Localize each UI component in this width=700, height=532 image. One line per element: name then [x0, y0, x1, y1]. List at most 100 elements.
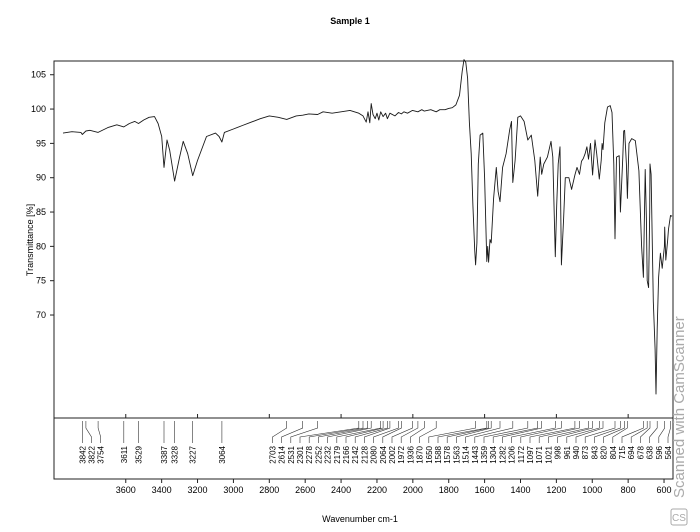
peak-label: 1514 [462, 445, 471, 463]
peak-leader-line [667, 421, 671, 443]
peak-leader-line [299, 421, 360, 443]
peak-leader-line [658, 421, 666, 443]
peak-leader-line [354, 421, 388, 443]
x-tick-label: 2400 [331, 485, 351, 495]
peak-label: 1359 [480, 445, 489, 463]
peak-label: 1097 [526, 445, 535, 463]
peak-leader-line [428, 421, 476, 443]
peak-label: 820 [600, 445, 609, 459]
peak-leader-line [446, 421, 489, 443]
x-tick-label: 3400 [152, 485, 172, 495]
peak-label-frame [53, 417, 674, 480]
y-axis-label: Transmittance [%] [25, 204, 35, 276]
peak-label: 1172 [517, 445, 526, 463]
peak-leader-line [456, 421, 492, 443]
peak-leader-line [364, 421, 391, 443]
x-tick-label: 3600 [116, 485, 136, 495]
peak-label: 1870 [416, 445, 425, 463]
x-tick-label: 1600 [475, 485, 495, 495]
peak-label: 2002 [388, 445, 397, 463]
peak-leader-line [465, 421, 501, 443]
peak-leader-line [594, 421, 621, 443]
peak-label: 843 [590, 445, 599, 459]
peak-label: 2064 [379, 445, 388, 463]
peak-leader-line [97, 421, 101, 443]
peak-leader-line [538, 421, 580, 443]
peak-leader-line [520, 421, 562, 443]
peak-leader-line [649, 421, 658, 443]
peak-label: 715 [618, 445, 627, 459]
x-tick-label: 2000 [403, 485, 423, 495]
peak-leader-line [575, 421, 604, 443]
chart-title: Sample 1 [330, 16, 370, 26]
camscanner-logo: CS [670, 508, 688, 526]
peak-leader-line [336, 421, 382, 443]
peak-label: 2128 [360, 445, 369, 463]
peak-label: 1206 [508, 445, 517, 463]
y-tick-label: 90 [36, 173, 46, 183]
peak-label: 2252 [314, 445, 323, 463]
peak-label: 1650 [425, 445, 434, 463]
peak-leader-line [492, 421, 539, 443]
x-axis-label: Wavenumber cm-1 [322, 514, 398, 524]
peak-leader-line [85, 421, 92, 443]
peak-label: 1304 [489, 445, 498, 463]
peak-label: 2179 [333, 445, 342, 463]
peak-leader-line [318, 421, 368, 443]
peak-label: 2531 [287, 445, 296, 463]
peak-leader-line [327, 421, 372, 443]
peak-label: 2142 [351, 445, 360, 463]
peak-leader-line [382, 421, 402, 443]
peak-label: 2301 [296, 445, 305, 463]
peak-leader-line [410, 421, 425, 443]
peak-leader-line [640, 421, 651, 443]
peak-leader-line [612, 421, 628, 443]
peak-label: 1443 [471, 445, 480, 463]
x-tick-label: 600 [657, 485, 672, 495]
camscanner-logo-text: CS [672, 513, 686, 524]
peak-label: 3529 [135, 445, 144, 463]
x-tick-label: 1200 [546, 485, 566, 495]
peak-leader-line [272, 421, 288, 443]
peak-leader-line [400, 421, 419, 443]
peak-leader-line [630, 421, 648, 443]
peak-label: 873 [581, 445, 590, 459]
peak-label: 940 [572, 445, 581, 459]
peak-label: 3842 [78, 445, 87, 463]
x-tick-label: 1400 [510, 485, 530, 495]
peak-label: 1282 [498, 445, 507, 463]
peak-leader-line [419, 421, 437, 443]
x-tick-label: 3200 [188, 485, 208, 495]
peak-label: 3064 [218, 445, 227, 463]
x-tick-label: 1000 [582, 485, 602, 495]
y-axis: 70 75 80 85 90 95 100 105 [31, 70, 54, 320]
peak-leader-line [281, 421, 304, 443]
peak-leader-line [548, 421, 589, 443]
peak-leader-line [391, 421, 413, 443]
peak-label: 2166 [342, 445, 351, 463]
peak-label: 2278 [305, 445, 314, 463]
peak-leader-line [511, 421, 556, 443]
peak-leader-line [308, 421, 364, 443]
peak-label: 804 [609, 445, 618, 459]
peak-label: 1071 [535, 445, 544, 463]
y-tick-label: 70 [36, 310, 46, 320]
plot-frame [53, 60, 674, 419]
peak-label: 3611 [120, 445, 129, 463]
peak-label: 3387 [160, 445, 169, 463]
peak-leader-line [603, 421, 625, 443]
peak-leader-line [621, 421, 644, 443]
peak-label: 961 [563, 445, 572, 459]
peak-label: 1972 [397, 445, 406, 463]
peak-label: 1578 [443, 445, 452, 463]
x-tick-label: 2600 [295, 485, 315, 495]
peak-label: 678 [636, 445, 645, 459]
peak-leader-line [584, 421, 616, 443]
peak-label: 3754 [97, 445, 106, 463]
peak-label: 1021 [544, 445, 553, 463]
y-tick-label: 100 [31, 104, 46, 114]
x-tick-label: 1800 [439, 485, 459, 495]
x-tick-label: 800 [621, 485, 636, 495]
peak-label: 3822 [88, 445, 97, 463]
